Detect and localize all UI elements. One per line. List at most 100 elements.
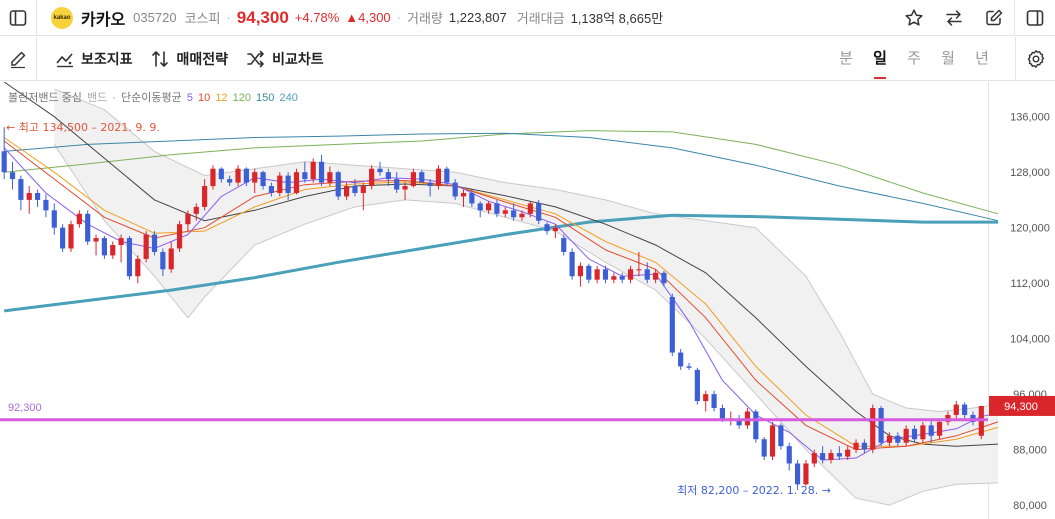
candle-body <box>460 192 467 197</box>
candle-body <box>494 203 500 214</box>
candle-body <box>385 172 391 180</box>
sort-arrows-icon <box>151 50 168 67</box>
sidebar-toggle-right-button[interactable] <box>1015 0 1055 36</box>
separator: · <box>226 10 231 25</box>
candle-body <box>920 425 926 440</box>
candle-body <box>344 186 350 197</box>
candle-body <box>135 258 141 277</box>
sidebar-toggle-left-button[interactable] <box>0 0 36 36</box>
amount-label: 거래대금 <box>516 11 565 26</box>
period-minute[interactable]: 분 <box>839 50 853 67</box>
y-tick-label: 128,000 <box>1010 167 1050 179</box>
shuffle-icon <box>247 50 264 67</box>
strategy-button[interactable]: 매매전략 <box>151 49 228 69</box>
candle-body <box>627 269 634 280</box>
switch-button[interactable] <box>934 0 974 36</box>
candle-body <box>85 213 91 242</box>
ma150-line <box>4 132 999 222</box>
gear-icon <box>1027 50 1044 68</box>
ma12-line <box>3 137 999 447</box>
candle-body <box>511 210 517 218</box>
candle-body <box>469 192 475 204</box>
separator: · <box>396 10 401 25</box>
candle-body <box>34 192 41 200</box>
candle-body <box>118 238 124 246</box>
candle-body <box>335 172 341 197</box>
low-annotation: 최저 82,200 – 2022. 1. 28. → <box>677 484 831 497</box>
candle-body <box>886 435 893 443</box>
candle-body <box>594 269 600 280</box>
favorite-button[interactable] <box>894 0 934 36</box>
candle-body <box>26 192 32 200</box>
change-percent: +4.78% <box>294 10 340 25</box>
candle-body <box>9 172 16 180</box>
candle-body <box>43 199 49 211</box>
period-week[interactable]: 주 <box>907 50 921 67</box>
chart-settings-button[interactable] <box>1015 37 1055 81</box>
drawing-tool-button[interactable] <box>0 37 36 81</box>
candle-body <box>769 425 776 457</box>
edit-button[interactable] <box>974 0 1014 36</box>
legend-ma-12: 12 <box>215 92 228 104</box>
candle-body <box>836 453 842 457</box>
candle-body <box>911 428 918 440</box>
compare-button[interactable]: 비교차트 <box>246 49 324 69</box>
candle-body <box>544 224 550 232</box>
current-price-tag <box>989 395 1055 416</box>
ma120-line <box>4 130 999 215</box>
candle-body <box>318 161 325 183</box>
candle-body <box>101 238 107 256</box>
period-year[interactable]: 년 <box>975 50 989 67</box>
legend-ma-240: 240 <box>279 92 298 104</box>
candle-body <box>753 411 759 440</box>
ma10-line <box>3 140 999 451</box>
candle-body <box>327 172 333 183</box>
candle-body <box>176 224 183 249</box>
price-chart[interactable]: 136,000128,000120,000112,000104,00096,00… <box>0 82 1055 519</box>
amount-value: 1,138억 8,665만 <box>570 11 664 26</box>
candle-body <box>110 245 116 256</box>
legend-band: 밴드 <box>86 92 108 104</box>
candle-body <box>711 394 717 409</box>
candle-body <box>602 269 609 280</box>
candle-body <box>569 251 575 277</box>
divider <box>1014 0 1015 36</box>
edit-icon <box>986 9 1003 26</box>
candle-body <box>903 428 909 443</box>
candle-body <box>202 186 208 207</box>
candle-body <box>820 453 826 461</box>
candle-body <box>252 172 258 183</box>
candle-body <box>936 421 943 436</box>
candle-body <box>895 435 901 443</box>
period-month[interactable]: 월 <box>941 50 955 67</box>
swap-arrows-icon <box>946 10 962 26</box>
divider <box>36 0 37 36</box>
period-day[interactable]: 일 <box>863 37 897 81</box>
y-tick-label: 80,000 <box>1013 500 1047 512</box>
candle-body <box>193 206 199 214</box>
indicators-button[interactable]: 보조지표 <box>55 49 133 69</box>
candle-body <box>285 175 291 193</box>
legend-sma: 단순이동평균 <box>121 92 182 104</box>
indicators-label: 보조지표 <box>81 50 133 67</box>
legend-ma-5: 5 <box>186 92 193 104</box>
candle-body <box>268 186 275 193</box>
candle-body <box>878 408 884 443</box>
candle-body <box>611 276 617 280</box>
kakao-logo: kakao <box>51 6 73 29</box>
volume-value: 1,223,807 <box>448 10 507 25</box>
candle-body <box>577 265 584 277</box>
sidebar-right-icon <box>1026 10 1044 26</box>
market-name: 코스피 <box>184 11 221 26</box>
candle-body <box>210 168 216 187</box>
candle-body <box>761 439 767 457</box>
candle-body <box>619 276 625 280</box>
candle-body <box>678 352 684 367</box>
candle-body <box>536 203 542 221</box>
candle-body <box>369 168 375 187</box>
candle-body <box>552 227 558 232</box>
candle-body <box>18 179 24 200</box>
candle-body <box>444 168 450 183</box>
candle-body <box>410 172 416 187</box>
candle-body <box>953 404 959 415</box>
